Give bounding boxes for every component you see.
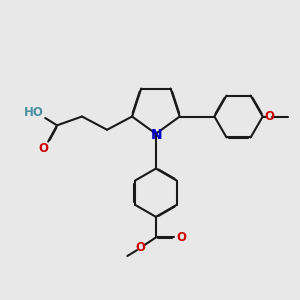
Text: O: O: [136, 241, 146, 254]
Text: O: O: [264, 110, 274, 123]
Text: HO: HO: [23, 106, 44, 118]
Text: O: O: [39, 142, 49, 155]
Text: O: O: [176, 231, 187, 244]
Text: N: N: [151, 128, 162, 142]
